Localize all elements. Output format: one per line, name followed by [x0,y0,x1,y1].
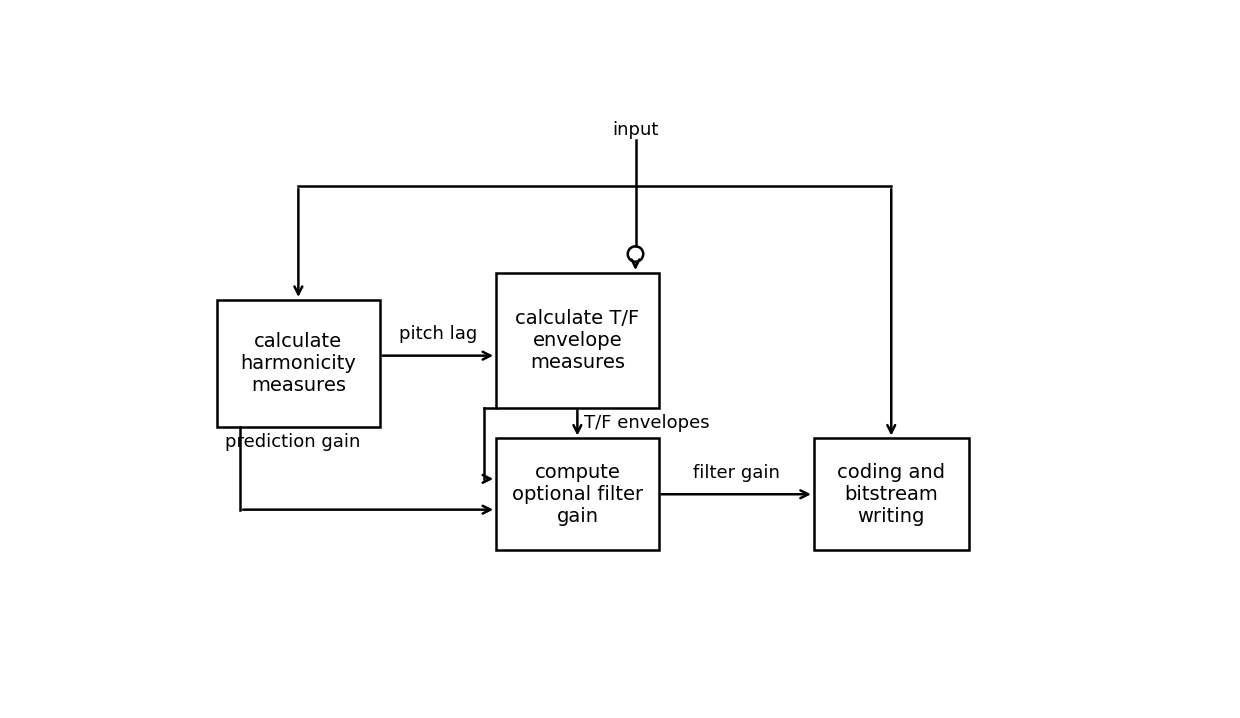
Text: filter gain: filter gain [693,464,780,482]
Text: compute
optional filter
gain: compute optional filter gain [512,463,642,526]
Bar [217,300,379,427]
Text: T/F envelopes: T/F envelopes [584,414,709,432]
Text: calculate
harmonicity
measures: calculate harmonicity measures [241,332,356,395]
Bar [496,273,658,408]
Bar [813,439,968,550]
Text: prediction gain: prediction gain [224,433,360,451]
Text: pitch lag: pitch lag [399,325,477,343]
Bar [496,439,658,550]
Text: input: input [613,121,658,139]
Text: coding and
bitstream
writing: coding and bitstream writing [837,463,945,526]
Text: calculate T/F
envelope
measures: calculate T/F envelope measures [516,309,640,372]
